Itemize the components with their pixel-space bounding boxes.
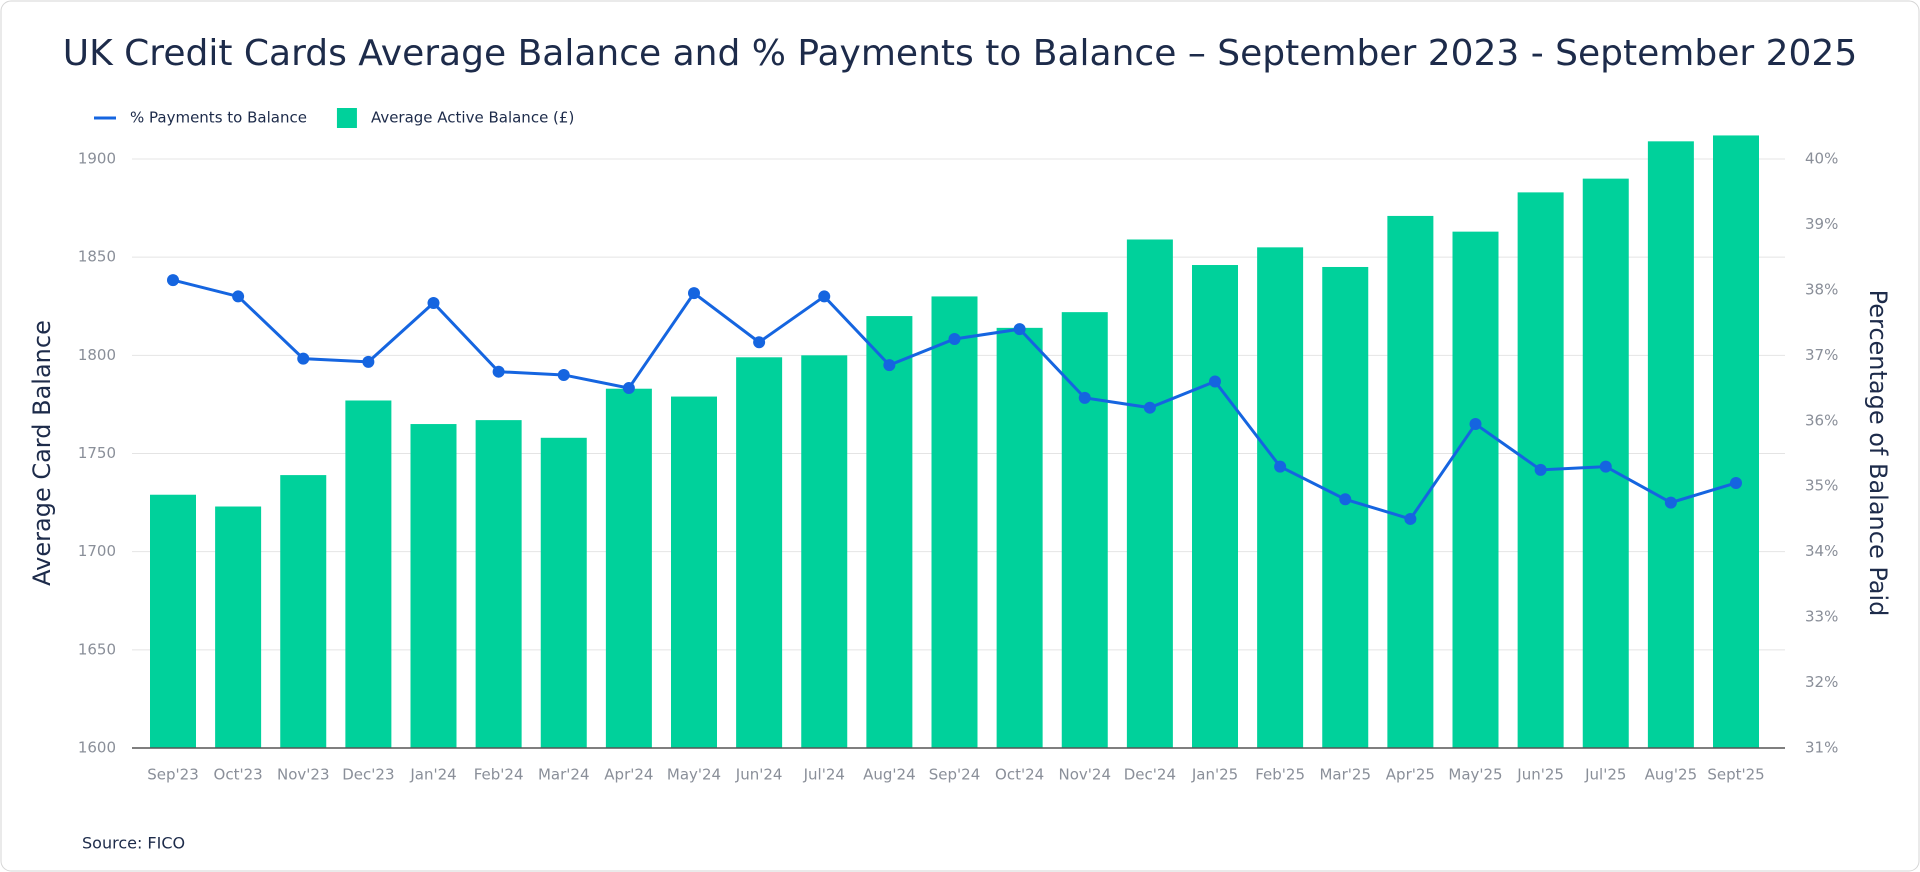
line-point <box>297 352 310 365</box>
bar <box>736 357 783 748</box>
line-point <box>1143 401 1156 414</box>
x-tick-label: Jun'24 <box>735 766 783 784</box>
x-tick-label: Apr'24 <box>604 766 653 784</box>
bar <box>215 506 262 748</box>
y-tick-label: 1600 <box>78 739 116 757</box>
x-tick-label: Nov'23 <box>277 766 330 784</box>
x-tick-label: Dec'24 <box>1124 766 1176 784</box>
y2-axis-title: Percentage of Balance Paid <box>1864 290 1892 617</box>
line-point <box>427 296 440 309</box>
x-tick-label: Oct'24 <box>995 766 1044 784</box>
x-tick-label: Feb'25 <box>1255 766 1305 784</box>
line-point <box>688 287 700 300</box>
y-tick-label: 1750 <box>78 444 116 462</box>
x-tick-label: Jun'25 <box>1516 766 1564 784</box>
y2-tick-label: 38% <box>1805 280 1838 298</box>
x-tick-label: Jan'25 <box>1191 766 1238 784</box>
line-point <box>362 355 375 368</box>
x-tick-label: Sep'24 <box>929 766 980 784</box>
bar <box>1322 266 1369 748</box>
bar <box>150 494 196 748</box>
y2-tick-label: 40% <box>1805 150 1838 168</box>
x-tick-label: Oct'23 <box>214 766 263 784</box>
line-point <box>818 290 831 303</box>
y-tick-label: 1650 <box>78 640 116 658</box>
bar <box>1647 141 1694 748</box>
bar <box>1192 265 1238 748</box>
x-tick-label: May'25 <box>1448 766 1502 784</box>
bar <box>280 475 327 748</box>
y-tick-label: 1800 <box>78 346 116 364</box>
legend-label: % Payments to Balance <box>130 109 307 127</box>
source-note: Source: FICO <box>82 834 185 853</box>
line-point <box>1664 496 1677 509</box>
y2-tick-label: 35% <box>1805 477 1838 495</box>
y-tick-label: 1850 <box>78 248 116 266</box>
line-point <box>622 382 635 395</box>
bar <box>801 355 848 748</box>
line-point <box>1730 476 1742 489</box>
line-point <box>557 368 570 381</box>
line-point <box>1013 323 1026 336</box>
line-point <box>1209 375 1221 388</box>
x-tick-label: Mar'25 <box>1319 766 1371 784</box>
y2-tick-label: 36% <box>1805 411 1838 429</box>
y2-tick-label: 32% <box>1805 673 1838 691</box>
legend-swatch <box>336 108 357 128</box>
bar <box>1061 312 1108 748</box>
line-point <box>167 274 179 287</box>
line-point <box>948 332 961 345</box>
bar <box>866 316 913 748</box>
legend-label: Average Active Balance (£) <box>371 109 574 127</box>
x-tick-label: Aug'25 <box>1645 766 1698 784</box>
y-tick-label: 1900 <box>78 150 116 168</box>
x-tick-label: Jul'24 <box>803 766 845 784</box>
line-point <box>883 359 896 372</box>
x-tick-label: Sept'25 <box>1707 766 1764 784</box>
line-point <box>1469 418 1482 431</box>
x-tick-label: Sep'23 <box>147 766 198 784</box>
line-point <box>1404 512 1417 525</box>
x-tick-label: Nov'24 <box>1059 766 1112 784</box>
y-axis-title: Average Card Balance <box>28 320 56 586</box>
x-tick-label: Apr'25 <box>1386 766 1435 784</box>
y2-tick-label: 31% <box>1805 739 1838 757</box>
line-point <box>1339 493 1352 506</box>
y2-tick-label: 39% <box>1805 215 1838 233</box>
x-tick-label: Aug'24 <box>863 766 916 784</box>
bar <box>996 327 1043 748</box>
y-tick-label: 1700 <box>78 542 116 560</box>
bar <box>475 420 522 748</box>
bar <box>345 400 392 748</box>
line-point <box>492 365 505 378</box>
line-point <box>1599 460 1612 473</box>
line-point <box>753 336 766 349</box>
x-tick-label: Feb'24 <box>474 766 524 784</box>
x-tick-label: May'24 <box>667 766 721 784</box>
y2-tick-label: 34% <box>1805 542 1838 560</box>
x-tick-label: Jul'25 <box>1584 766 1626 784</box>
bar <box>1713 135 1759 748</box>
bar <box>1452 231 1499 749</box>
line-point <box>232 290 245 303</box>
chart-title: UK Credit Cards Average Balance and % Pa… <box>63 33 1857 74</box>
line-point <box>1078 391 1091 404</box>
x-tick-label: Mar'24 <box>538 766 590 784</box>
line-point <box>1534 463 1547 476</box>
x-tick-label: Jan'24 <box>409 766 456 784</box>
x-tick-label: Dec'23 <box>342 766 394 784</box>
line-point <box>1274 460 1287 473</box>
bar <box>410 424 457 748</box>
bar <box>931 296 978 748</box>
bar <box>605 388 652 748</box>
bar <box>540 437 587 748</box>
bar <box>1126 239 1173 748</box>
bar <box>1387 215 1434 749</box>
bar <box>671 396 717 748</box>
bar <box>1257 247 1304 748</box>
y2-tick-label: 37% <box>1805 346 1838 364</box>
y2-tick-label: 33% <box>1805 608 1838 626</box>
